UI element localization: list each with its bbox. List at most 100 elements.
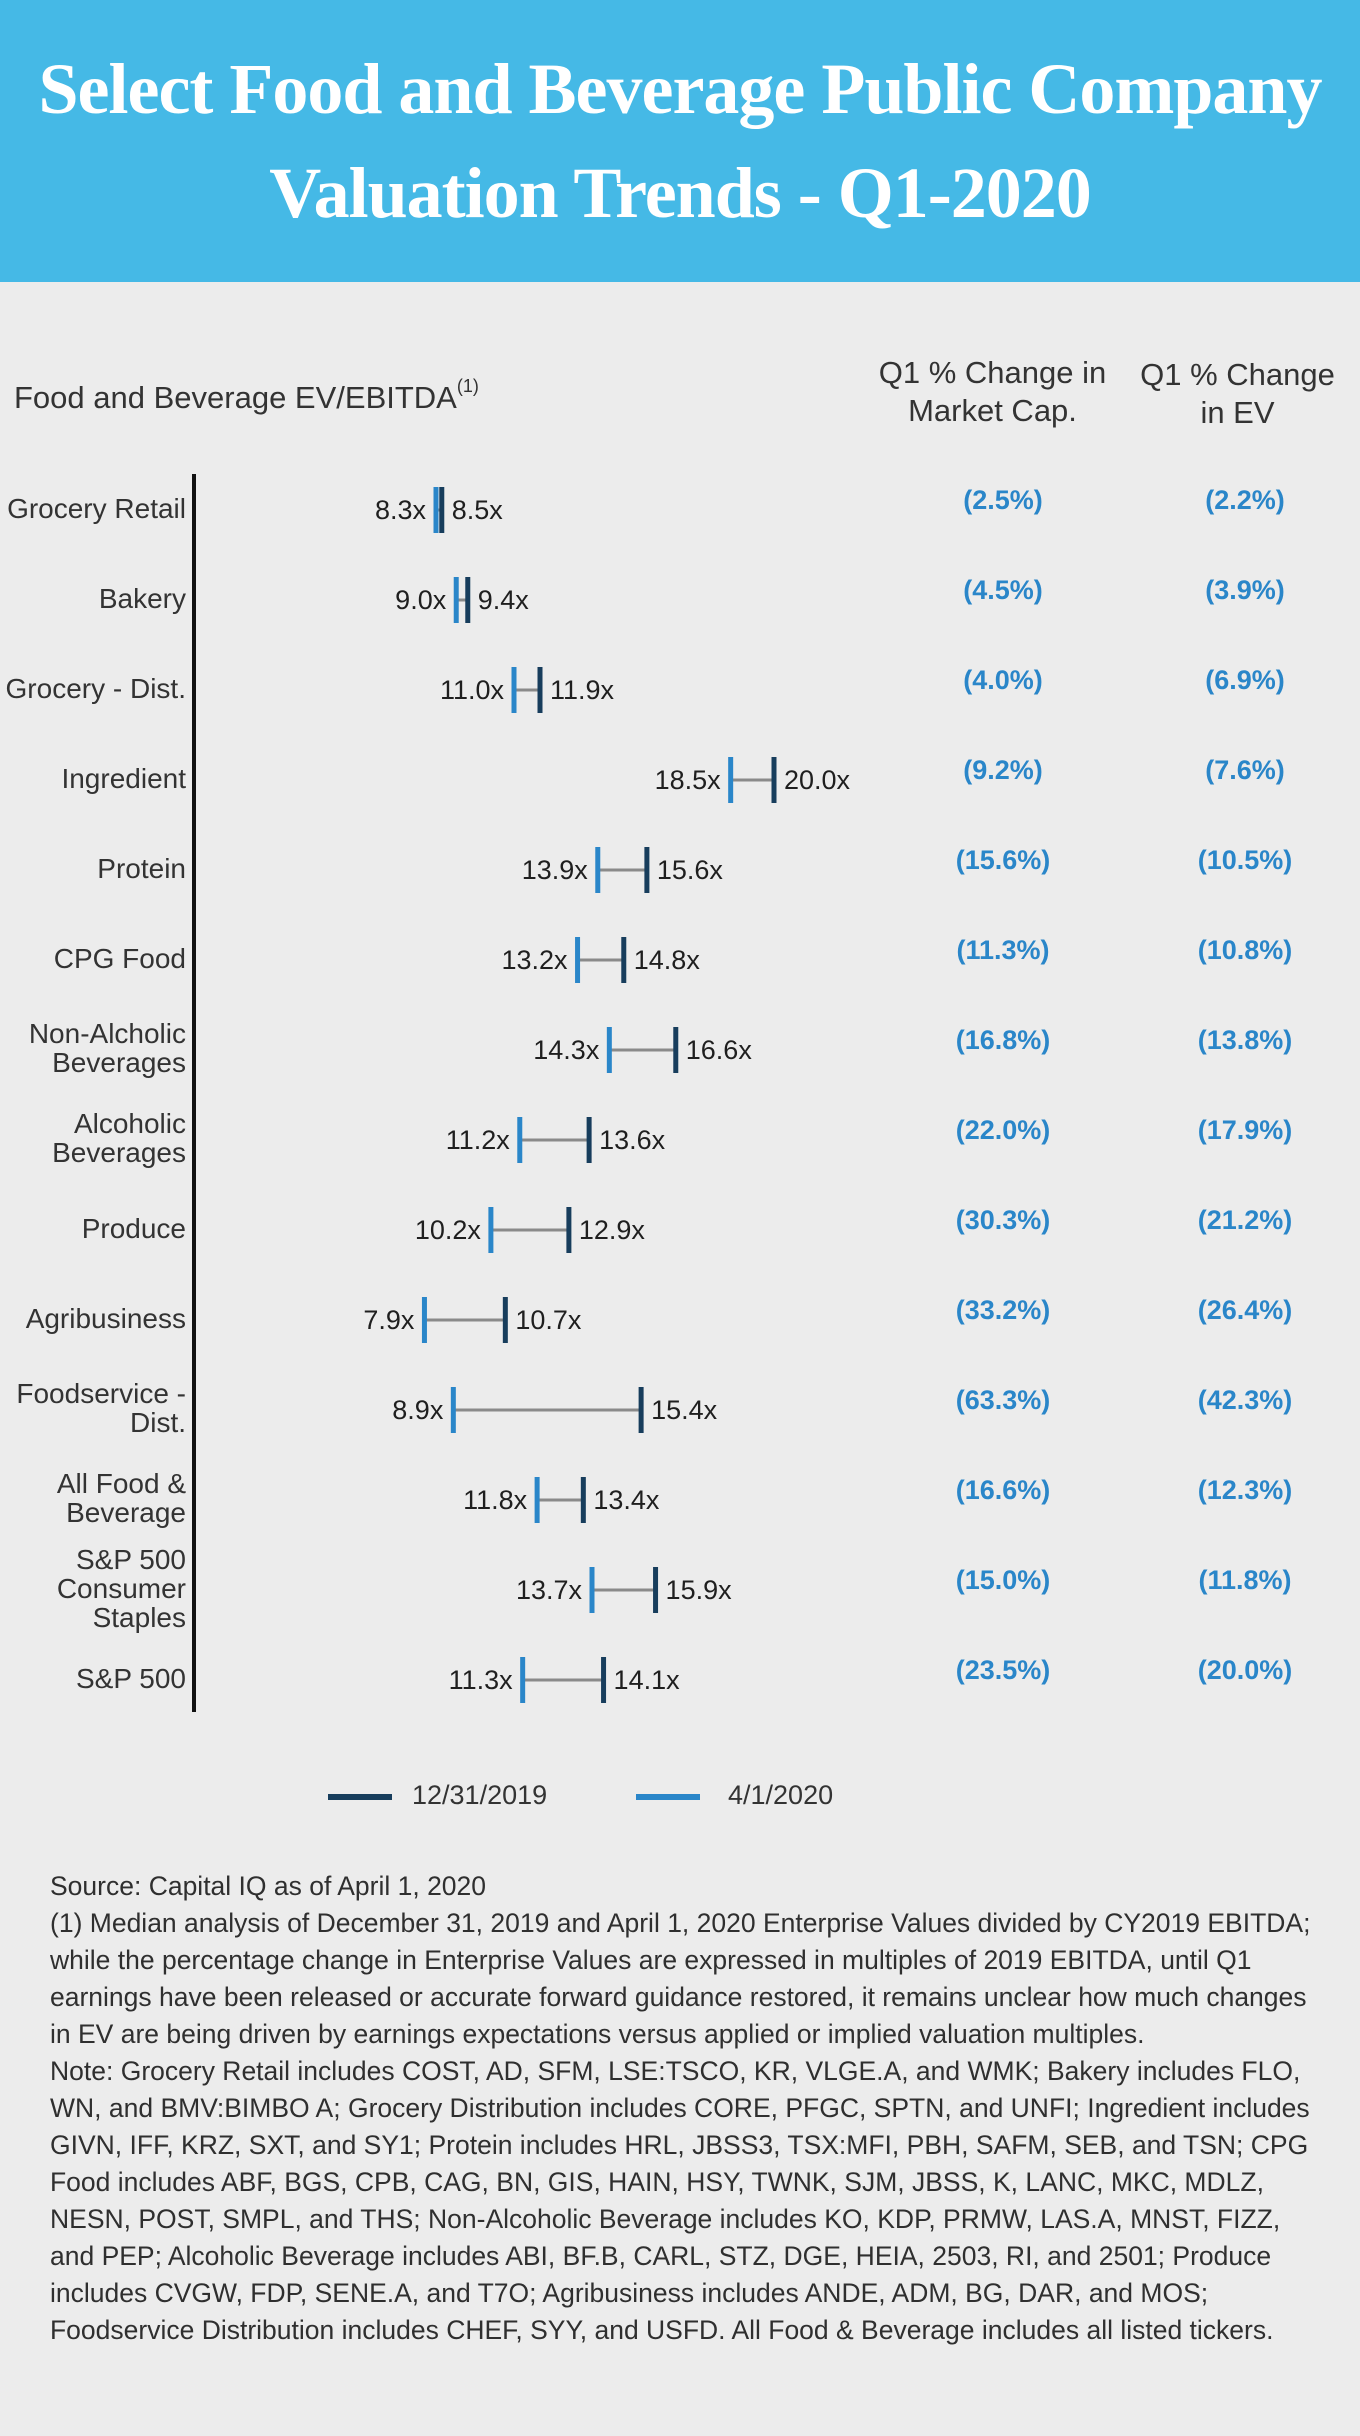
value-label-apr-2020: 11.2x (446, 1125, 511, 1155)
ev-change-value: (3.9%) (1205, 575, 1285, 605)
tick-apr-2020 (511, 667, 517, 713)
ev-ebitda-column-header: Food and Beverage EV/EBITDA(1) (14, 376, 479, 416)
mcap-change-value: (4.0%) (963, 665, 1043, 695)
ev-change-value: (17.9%) (1197, 1115, 1293, 1145)
legend-swatch-2020 (636, 1794, 700, 1800)
ev-change-value: (10.8%) (1197, 935, 1293, 965)
tick-apr-2020 (589, 1567, 595, 1613)
mcap-change-value: (2.5%) (963, 485, 1043, 515)
value-label-dec-2019: 10.7x (515, 1305, 582, 1335)
ev-change-value: (21.2%) (1197, 1205, 1293, 1235)
tick-dec-2019 (566, 1207, 572, 1253)
tick-dec-2019 (653, 1567, 659, 1613)
value-label-apr-2020: 9.0x (395, 585, 447, 615)
ev-change-value: (42.3%) (1197, 1385, 1293, 1415)
tick-apr-2020 (575, 937, 581, 983)
value-label-apr-2020: 11.3x (449, 1665, 514, 1695)
value-label-dec-2019: 8.5x (452, 495, 504, 525)
mcap-change-value: (30.3%) (955, 1205, 1051, 1235)
value-label-apr-2020: 18.5x (655, 765, 722, 795)
category-label: S&P 500 (75, 1662, 186, 1694)
legend-swatch-2019 (328, 1794, 392, 1800)
category-label: Ingredient (61, 762, 186, 794)
category-label: Protein (97, 852, 186, 884)
tick-apr-2020 (517, 1117, 523, 1163)
ev-change-value: (2.2%) (1205, 485, 1285, 515)
value-label-apr-2020: 13.7x (516, 1575, 583, 1605)
category-label: Non-Alcholic Beverages (28, 1018, 186, 1078)
mcap-change-value: (15.0%) (955, 1565, 1051, 1595)
value-label-dec-2019: 20.0x (784, 765, 851, 795)
category-label: All Food & Beverage (56, 1468, 186, 1528)
ev-change-value: (10.5%) (1197, 845, 1293, 875)
mcap-header-line-2: Market Cap. (908, 393, 1077, 428)
tick-dec-2019 (638, 1387, 644, 1433)
tick-dec-2019 (673, 1027, 679, 1073)
tick-dec-2019 (644, 847, 650, 893)
value-label-apr-2020: 8.3x (375, 495, 427, 525)
mcap-change-value: (33.2%) (955, 1295, 1051, 1325)
category-label: Produce (81, 1212, 186, 1244)
mcap-change-value: (15.6%) (955, 845, 1051, 875)
source-note: Source: Capital IQ as of April 1, 2020 (50, 1871, 487, 1901)
value-label-dec-2019: 11.9x (550, 675, 615, 705)
tick-dec-2019 (586, 1117, 592, 1163)
tick-apr-2020 (606, 1027, 612, 1073)
ev-footnote-marker: (1) (456, 376, 479, 396)
value-label-apr-2020: 7.9x (363, 1305, 415, 1335)
tick-dec-2019 (465, 577, 471, 623)
category-label: Grocery - Dist. (5, 672, 186, 704)
category-label: S&P 500 Consumer Staples (56, 1543, 186, 1633)
value-label-dec-2019: 13.6x (599, 1125, 666, 1155)
category-axis-line (192, 474, 196, 1712)
value-label-apr-2020: 13.2x (501, 945, 568, 975)
mcap-change-value: (16.6%) (955, 1475, 1051, 1505)
tick-dec-2019 (601, 1657, 607, 1703)
mcap-change-value: (22.0%) (955, 1115, 1051, 1145)
footnote-1: (1) Median analysis of December 31, 2019… (50, 1908, 1311, 2049)
ev-ebitda-label: Food and Beverage EV/EBITDA (14, 380, 457, 415)
value-label-apr-2020: 14.3x (533, 1035, 600, 1065)
category-label: Foodservice - Dist. (16, 1378, 186, 1438)
tick-apr-2020 (728, 757, 734, 803)
tick-dec-2019 (439, 487, 445, 533)
value-label-dec-2019: 14.8x (634, 945, 701, 975)
mcap-change-value: (11.3%) (956, 935, 1050, 965)
value-label-dec-2019: 15.9x (666, 1575, 733, 1605)
value-label-apr-2020: 8.9x (392, 1395, 444, 1425)
mcap-change-value: (9.2%) (963, 755, 1043, 785)
mcap-change-value: (23.5%) (955, 1655, 1051, 1685)
page-title-line-2: Valuation Trends - Q1-2020 (269, 153, 1092, 233)
mcap-column-header: Q1 % Change in Market Cap. (865, 354, 1120, 430)
value-label-dec-2019: 13.4x (593, 1485, 660, 1515)
tick-apr-2020 (520, 1657, 526, 1703)
mcap-change-value: (16.8%) (955, 1025, 1051, 1055)
ev-change-value: (11.8%) (1198, 1565, 1292, 1595)
tick-dec-2019 (621, 937, 627, 983)
ev-change-value: (26.4%) (1197, 1295, 1293, 1325)
legend-label-2019: 12/31/2019 (412, 1780, 548, 1810)
category-label: Agribusiness (25, 1302, 186, 1334)
footnotes: Source: Capital IQ as of April 1, 2020 (… (50, 1868, 1320, 2349)
mcap-change-value: (63.3%) (955, 1385, 1051, 1415)
ev-change-header-line-1: Q1 % Change (1140, 357, 1335, 392)
value-label-dec-2019: 14.1x (614, 1665, 681, 1695)
tick-apr-2020 (433, 487, 439, 533)
page-title-line-1: Select Food and Beverage Public Company (38, 49, 1323, 129)
ev-change-value: (7.6%) (1205, 755, 1285, 785)
ticker-note: Note: Grocery Retail includes COST, AD, … (50, 2056, 1310, 2345)
tick-apr-2020 (450, 1387, 456, 1433)
legend-label-2020: 4/1/2020 (728, 1780, 834, 1810)
ev-change-column-header: Q1 % Change in EV (1120, 356, 1355, 432)
value-label-apr-2020: 13.9x (522, 855, 589, 885)
ev-change-value: (13.8%) (1197, 1025, 1293, 1055)
tick-apr-2020 (453, 577, 459, 623)
tick-apr-2020 (595, 847, 601, 893)
value-label-apr-2020: 11.8x (463, 1485, 528, 1515)
tick-dec-2019 (502, 1297, 508, 1343)
tick-dec-2019 (580, 1477, 586, 1523)
tick-apr-2020 (534, 1477, 540, 1523)
tick-dec-2019 (537, 667, 543, 713)
category-label: CPG Food (53, 942, 186, 974)
ev-change-value: (6.9%) (1205, 665, 1285, 695)
